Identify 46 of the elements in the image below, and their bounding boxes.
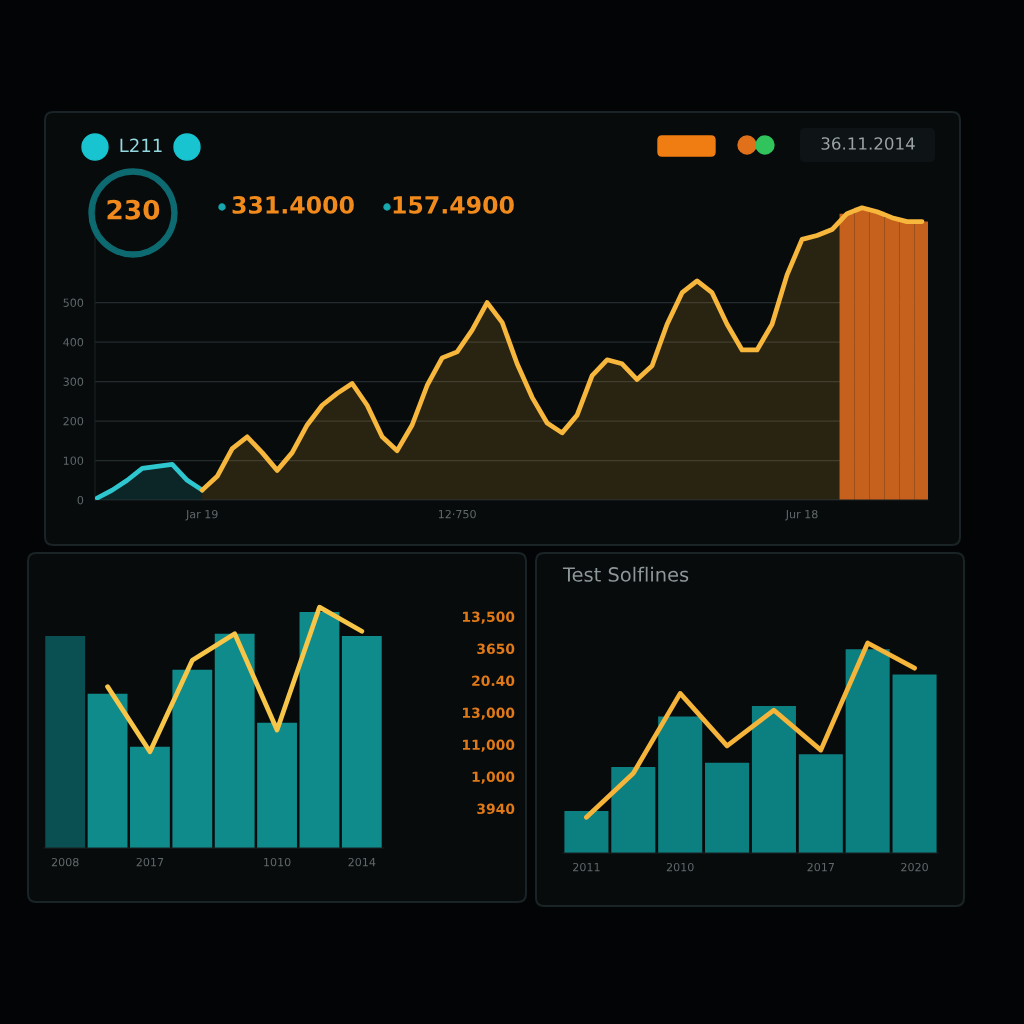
x-tick-label: Jar 19 — [185, 509, 218, 521]
text: 13,000 — [462, 707, 515, 720]
bar — [45, 636, 86, 848]
annotation: 230 — [107, 199, 160, 220]
x-tick-label: 2008 — [51, 857, 79, 867]
y-tick-label: 500 — [63, 298, 84, 307]
bar — [257, 722, 297, 848]
x-tick-label: Jur 18 — [785, 509, 818, 521]
text: L211 — [120, 138, 162, 152]
bar — [87, 693, 128, 848]
y-tick-label: 300 — [63, 377, 84, 386]
chart-title: Test Solflines — [562, 566, 689, 582]
x-tick-label: 2010 — [666, 862, 694, 872]
text: 3650 — [477, 643, 515, 655]
bar — [130, 746, 170, 848]
bar — [705, 762, 750, 853]
bar — [798, 754, 843, 853]
bar — [341, 636, 382, 848]
text: 11,000 — [462, 739, 515, 752]
bar — [845, 649, 890, 853]
y-tick-label: 0 — [77, 495, 84, 505]
bar — [172, 669, 213, 848]
bar — [658, 716, 703, 853]
x-tick-label: 2011 — [573, 862, 600, 872]
bar — [214, 633, 255, 848]
y-tick-label: 100 — [63, 456, 84, 465]
text: 20.40 — [472, 675, 515, 687]
annotation: 157.4900 — [393, 195, 514, 214]
text: 36.11.2014 — [821, 137, 915, 150]
bar — [564, 811, 609, 853]
text: 3940 — [477, 803, 515, 815]
text: 13,500 — [462, 611, 515, 624]
annotation: 331.4000 — [232, 195, 354, 214]
bar — [751, 706, 796, 853]
bar — [299, 611, 340, 848]
x-tick-label: 2014 — [348, 857, 376, 867]
y-tick-label: 400 — [63, 338, 84, 347]
x-tick-label: 2017 — [136, 857, 164, 867]
x-tick-label: 2020 — [901, 862, 928, 872]
x-tick-label: 12·750 — [438, 509, 476, 519]
x-tick-label: 2017 — [807, 862, 834, 872]
bar — [611, 766, 656, 853]
text: 1,000 — [472, 771, 515, 784]
x-tick-label: 1010 — [264, 857, 291, 867]
bar — [892, 674, 937, 853]
y-tick-label: 200 — [63, 417, 84, 426]
